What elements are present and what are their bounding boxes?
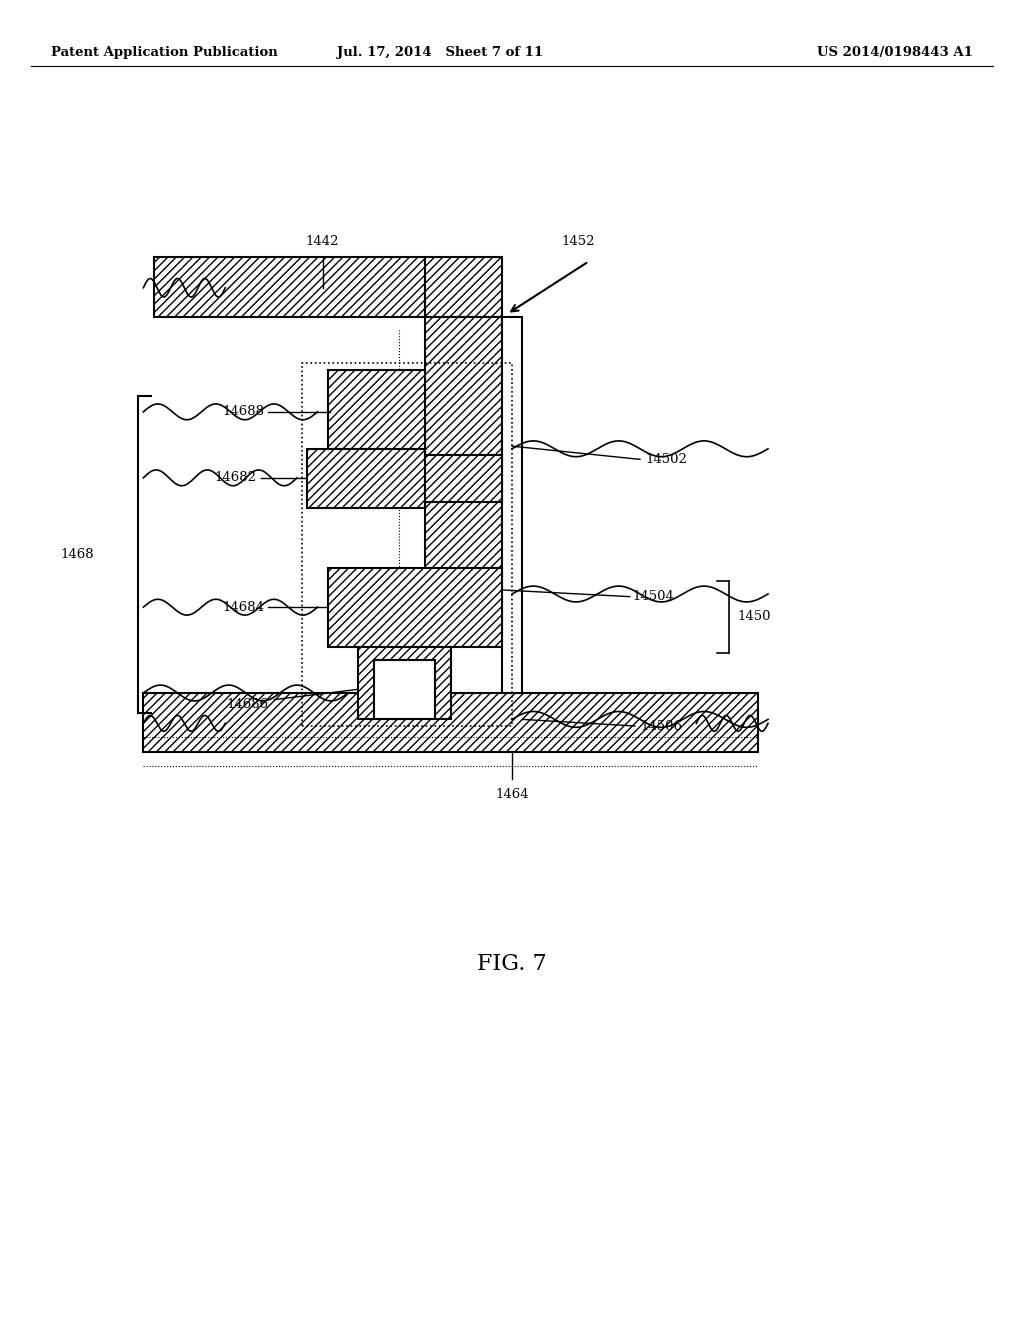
Bar [307, 449, 425, 508]
Bar [425, 257, 502, 317]
Text: 14682: 14682 [214, 471, 256, 484]
Text: 1464: 1464 [496, 788, 528, 801]
Text: 14502: 14502 [645, 453, 687, 466]
Bar [425, 317, 502, 620]
Text: 14504: 14504 [633, 590, 675, 603]
Bar [154, 257, 425, 317]
Text: 14506: 14506 [640, 719, 682, 733]
Bar [374, 660, 435, 719]
Bar [328, 568, 502, 647]
Bar [425, 455, 502, 502]
Text: 1468: 1468 [60, 548, 94, 561]
Text: 1442: 1442 [306, 235, 339, 248]
Bar [143, 693, 758, 752]
Text: FIG. 7: FIG. 7 [477, 953, 547, 974]
Bar [328, 370, 425, 449]
Bar [502, 317, 522, 693]
Text: Patent Application Publication: Patent Application Publication [51, 46, 278, 59]
Text: 14688: 14688 [222, 405, 264, 418]
Bar [302, 363, 512, 726]
Text: 14686: 14686 [226, 698, 268, 711]
Text: US 2014/0198443 A1: US 2014/0198443 A1 [817, 46, 973, 59]
Text: 1450: 1450 [737, 610, 771, 623]
Text: Jul. 17, 2014   Sheet 7 of 11: Jul. 17, 2014 Sheet 7 of 11 [337, 46, 544, 59]
Text: 14684: 14684 [222, 601, 264, 614]
Text: 1452: 1452 [562, 235, 595, 248]
Bar [358, 647, 451, 719]
